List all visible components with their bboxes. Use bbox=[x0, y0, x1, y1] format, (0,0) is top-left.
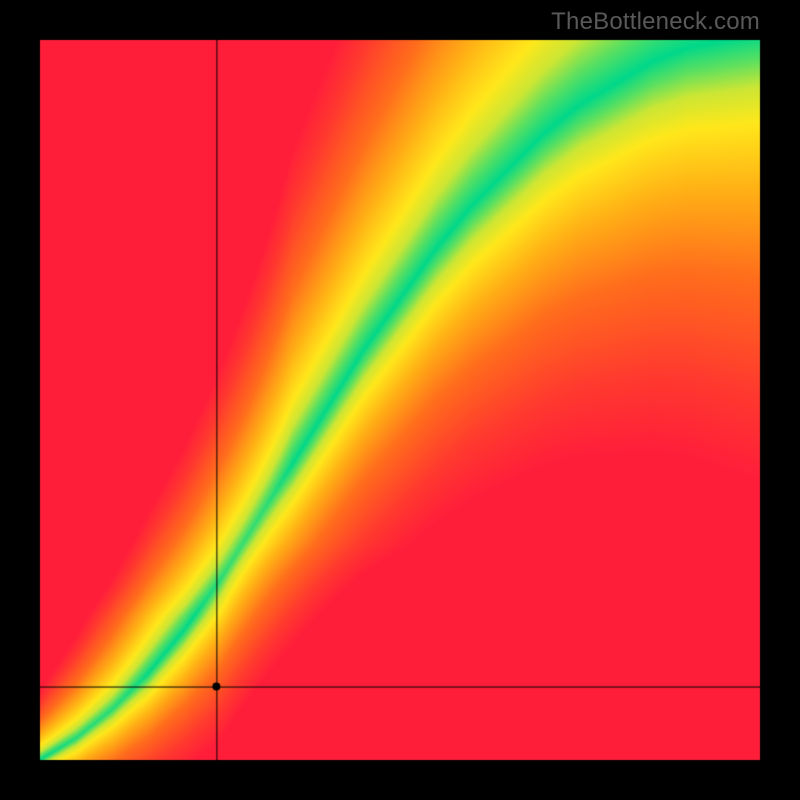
chart-container: TheBottleneck.com bbox=[0, 0, 800, 800]
heatmap-canvas bbox=[0, 0, 800, 800]
watermark: TheBottleneck.com bbox=[551, 8, 760, 36]
